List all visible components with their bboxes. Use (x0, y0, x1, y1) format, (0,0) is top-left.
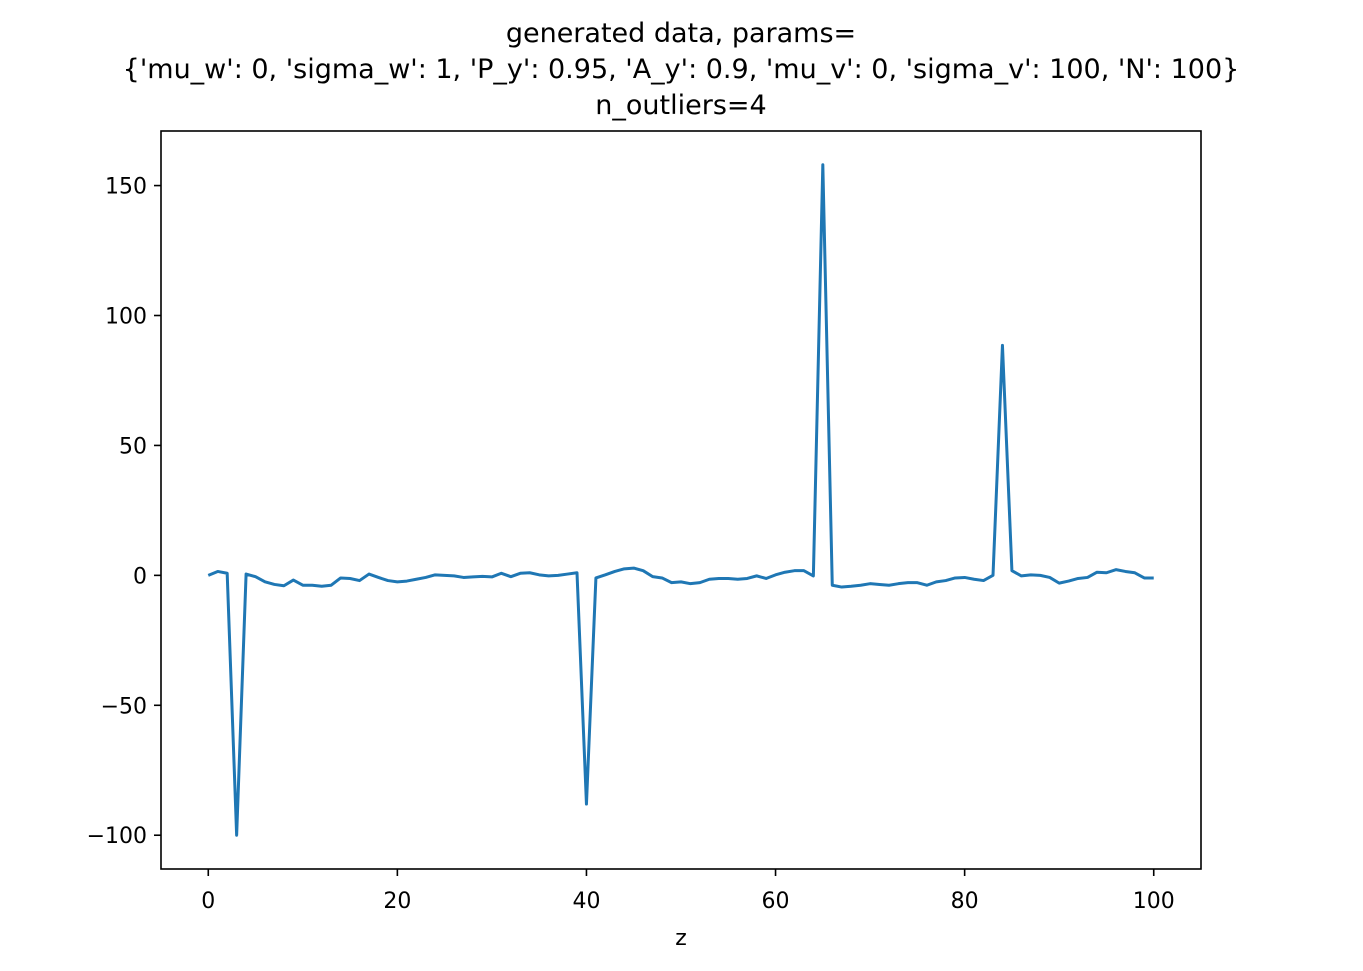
plot-area (207, 163, 1154, 837)
y-tick-label: −50 (101, 694, 147, 719)
axes-frame (160, 130, 1202, 870)
x-tick-label: 20 (383, 889, 411, 914)
x-tick-label: 100 (1133, 889, 1175, 914)
chart-title: generated data, params= {'mu_w': 0, 'sig… (123, 18, 1240, 121)
y-tick-label: 50 (119, 434, 147, 459)
y-tick-label: 100 (105, 305, 147, 330)
x-axis-label: z (675, 926, 687, 951)
x-tick-label: 80 (951, 889, 979, 914)
x-tick-label: 60 (762, 889, 790, 914)
y-axis-ticks: 150 100 50 0 −50 −100 (87, 175, 161, 849)
x-axis-ticks: 0 20 40 60 80 100 (201, 869, 1175, 914)
y-tick-label: 150 (105, 175, 147, 200)
chart-title-line-2: {'mu_w': 0, 'sigma_w': 1, 'P_y': 0.95, '… (123, 54, 1240, 85)
x-tick-label: 0 (201, 889, 215, 914)
x-tick-label: 40 (572, 889, 600, 914)
y-tick-label: −100 (87, 824, 147, 849)
chart-title-line-3: n_outliers=4 (595, 90, 766, 121)
series-line-0 (207, 163, 1154, 837)
y-tick-label: 0 (133, 564, 147, 589)
chart-title-line-1: generated data, params= (506, 18, 856, 49)
